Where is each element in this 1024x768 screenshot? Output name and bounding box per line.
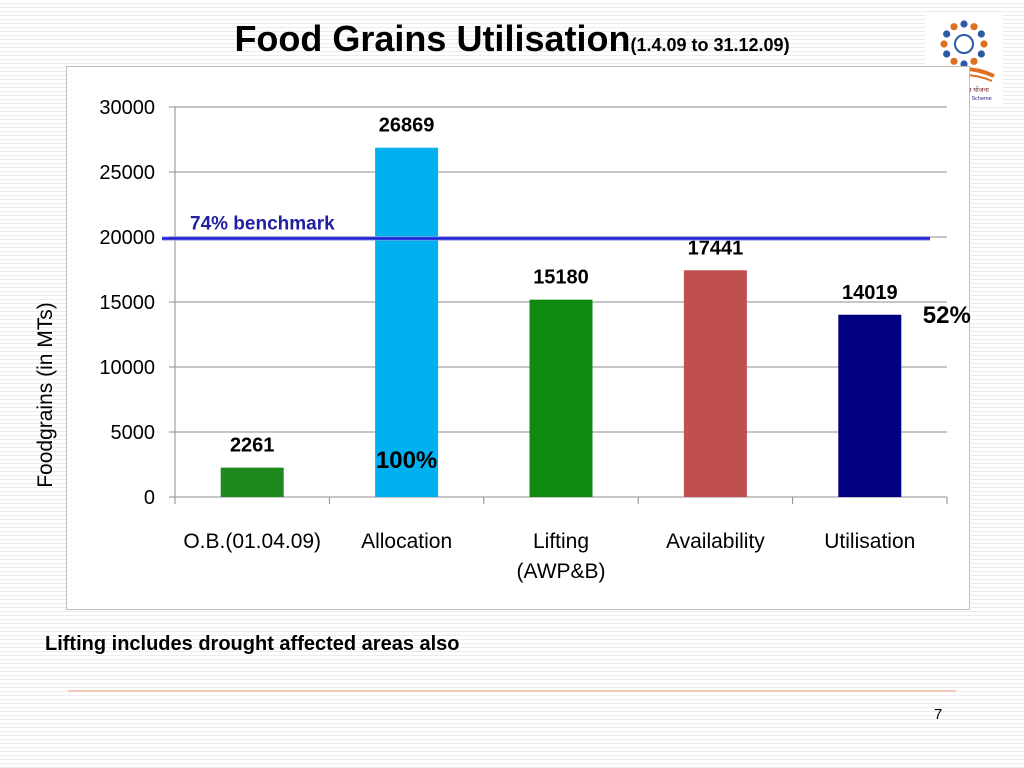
logo-ring [954, 34, 974, 54]
logo-figure-dot [977, 30, 985, 38]
logo-figure-dot [943, 50, 951, 58]
logo-figure-dot [950, 23, 958, 31]
logo-figure-dot [950, 57, 958, 65]
logo-figure-dot [960, 60, 968, 68]
y-axis-label: Foodgrains (in MTs) [34, 302, 57, 488]
page-number: 7 [934, 706, 943, 723]
title-period: (1.4.09 to 31.12.09) [630, 35, 790, 55]
slide-title: Food Grains Utilisation(1.4.09 to 31.12.… [0, 18, 1024, 60]
logo-figure-dot [970, 57, 978, 65]
logo-figure-dot [980, 40, 988, 48]
footer-divider [68, 690, 956, 692]
logo-figure-dot [977, 50, 985, 58]
logo-figure-dot [970, 23, 978, 31]
footnote: Lifting includes drought affected areas … [45, 633, 460, 655]
logo-figure-dot [943, 30, 951, 38]
logo-figure-dot [960, 20, 968, 28]
chart-frame [66, 66, 970, 610]
title-main: Food Grains Utilisation [234, 18, 631, 59]
logo-figure-dot [940, 40, 948, 48]
